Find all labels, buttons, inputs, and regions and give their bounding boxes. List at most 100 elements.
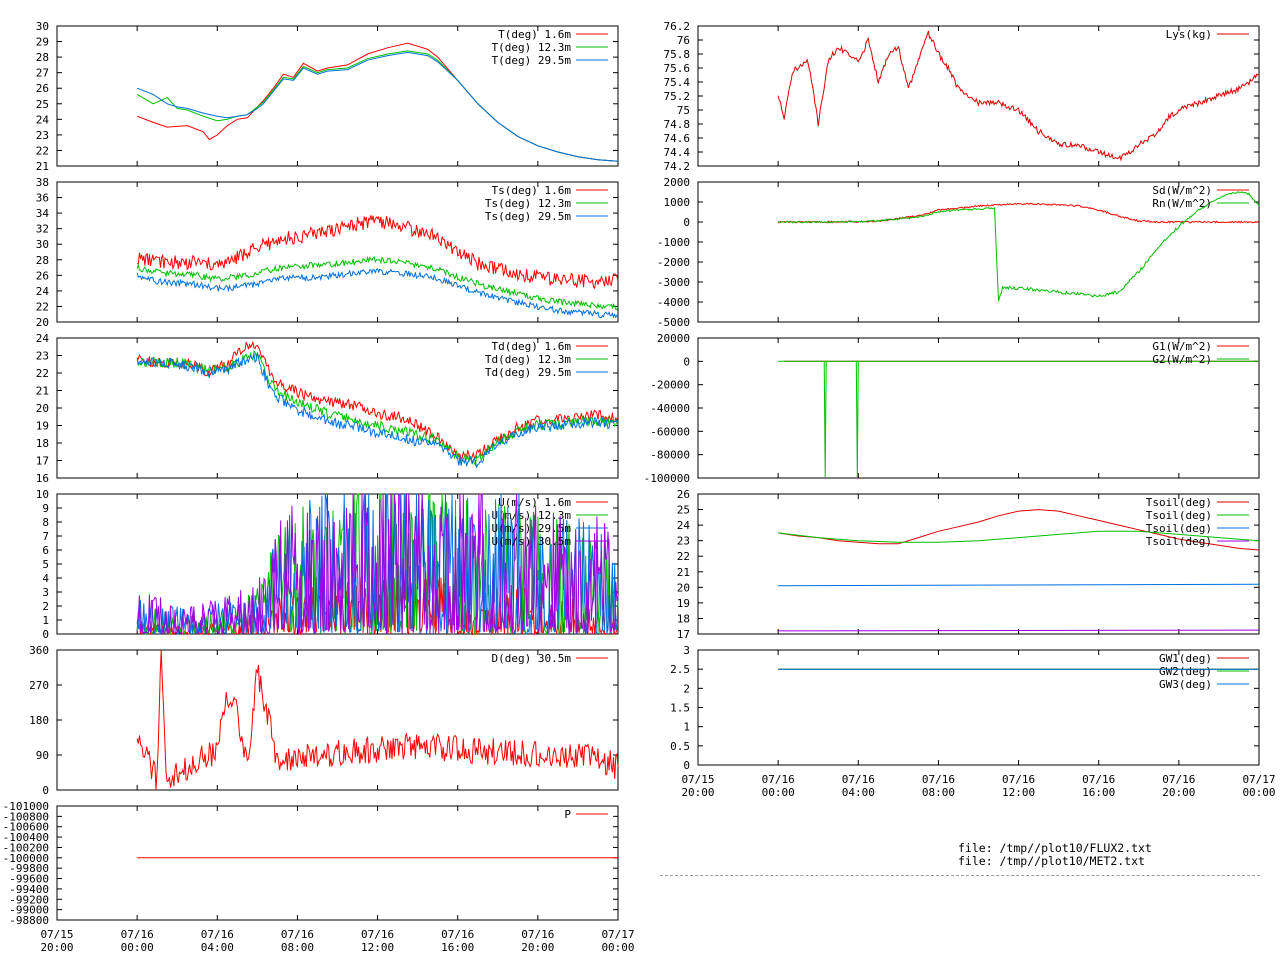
y-tick-label: 74.6 [664, 132, 691, 145]
x-tick-label: 12:00 [361, 941, 394, 954]
series-line [778, 360, 1259, 479]
plot-frame [697, 181, 1260, 323]
y-tick-label: 0 [42, 784, 49, 797]
x-tick-label: 04:00 [842, 786, 875, 799]
x-tick-label: 07/16 [121, 928, 154, 941]
legend-label: U(m/s) 30.5m [492, 535, 572, 548]
series-line [777, 30, 1260, 162]
series-line [136, 351, 619, 469]
x-tick-label: 07/16 [201, 928, 234, 941]
y-tick-label: 26 [677, 488, 690, 501]
y-tick-label: 24 [677, 519, 691, 532]
y-tick-label: -5000 [657, 316, 690, 329]
x-tick-label: 00:00 [601, 941, 634, 954]
y-tick-label: 22 [36, 300, 49, 313]
y-tick-label: -99800 [9, 862, 49, 875]
x-tick-label: 00:00 [121, 941, 154, 954]
y-tick-label: -99000 [9, 904, 49, 917]
x-tick-label: 07/16 [1162, 773, 1195, 786]
y-tick-label: 21 [36, 160, 49, 173]
plot-frame [56, 25, 619, 167]
legend-label: Sd(W/m^2) [1152, 184, 1212, 197]
y-tick-label: -60000 [650, 425, 690, 438]
y-tick-label: 17 [36, 455, 49, 468]
file-notes: file: /tmp//plot10/FLUX2.txt file: /tmp/… [958, 842, 1152, 868]
x-tick-label: 07/16 [842, 773, 875, 786]
y-tick-label: 1.5 [670, 702, 690, 715]
y-tick-label: -100000 [3, 852, 49, 865]
x-tick-label: 00:00 [1242, 786, 1275, 799]
legend-label: GW2(deg) [1159, 665, 1212, 678]
x-tick-label: 07/16 [521, 928, 554, 941]
legend-label: Ts(deg) 1.6m [492, 184, 572, 197]
y-tick-label: 5 [42, 558, 49, 571]
x-tick-label: 16:00 [1082, 786, 1115, 799]
y-tick-label: -100800 [3, 810, 49, 823]
y-tick-label: -20000 [650, 379, 690, 392]
y-tick-label: 23 [677, 535, 690, 548]
y-tick-label: 19 [677, 597, 690, 610]
y-tick-label: 34 [36, 207, 50, 220]
plot-frame [56, 805, 619, 921]
series-line [136, 51, 619, 162]
y-tick-label: -80000 [650, 449, 690, 462]
legend-label: Tsoil(deg) [1146, 535, 1212, 548]
chart-g: -100000 -80000 -60000 -40000 -20000 0 20000 G1(… [644, 332, 1260, 485]
series-line [136, 50, 619, 162]
y-tick-label: 3 [683, 644, 690, 657]
plot-frame [56, 181, 619, 323]
series-line [136, 493, 619, 635]
y-tick-label: 3 [42, 586, 49, 599]
y-tick-label: 6 [42, 544, 49, 557]
x-tick-label: 20:00 [521, 941, 554, 954]
y-tick-label: 20 [36, 316, 49, 329]
x-axis-labels: 07/1520:0007/1600:0007/1604:0007/1608:00… [681, 773, 1275, 799]
legend-label: Td(deg) 12.3m [485, 353, 571, 366]
x-tick-label: 16:00 [441, 941, 474, 954]
series-line [778, 509, 1260, 551]
legend-label: GW3(deg) [1159, 678, 1212, 691]
y-tick-label: 21 [677, 566, 690, 579]
chart-tsoil: 17181920212223242526Tsoil(deg)Tsoil(deg)… [677, 488, 1260, 641]
y-tick-label: 2 [42, 600, 49, 613]
x-tick-label: 07/16 [361, 928, 394, 941]
y-tick-label: 8 [42, 516, 49, 529]
series-line [137, 340, 619, 461]
y-tick-label: 75 [677, 104, 690, 117]
y-tick-label: 20000 [657, 332, 690, 345]
y-tick-label: 24 [36, 285, 50, 298]
y-tick-label: -4000 [657, 296, 690, 309]
y-tick-label: 25 [36, 98, 49, 111]
plot-frame [56, 649, 619, 791]
y-tick-label: 29 [36, 36, 49, 49]
x-tick-label: 04:00 [201, 941, 234, 954]
y-tick-label: 76.2 [664, 20, 691, 33]
y-tick-label: 10 [36, 488, 49, 501]
legend-label: T(deg) 29.5m [492, 54, 572, 67]
y-tick-label: 17 [677, 628, 690, 641]
chart-gw: 0 0.5 1 1.5 2 2.5 3 GW1(deg)GW2(deg)GW3(deg) [670, 644, 1260, 772]
y-tick-label: 74.2 [664, 160, 691, 173]
chart-d: 0 90 180 270 360 D(deg) 30.5m [29, 644, 619, 797]
y-tick-label: -100600 [3, 821, 49, 834]
y-tick-label: 2000 [664, 176, 691, 189]
y-tick-label: 9 [42, 502, 49, 515]
legend-label: T(deg) 12.3m [492, 41, 572, 54]
y-tick-label: 0.5 [670, 740, 690, 753]
x-tick-label: 07/16 [281, 928, 314, 941]
y-tick-label: 24 [36, 332, 50, 345]
series-line [777, 191, 1260, 302]
y-tick-label: 22 [36, 144, 49, 157]
legend-label: Tsoil(deg) [1146, 496, 1212, 509]
series-line [136, 268, 619, 319]
chart-t: 21 22 23 24 25 26 27 28 29 30 T(deg) 1.6mT(deg) 12… [36, 20, 619, 173]
x-axis-labels: 07/1520:0007/1600:0007/1604:0007/1608:00… [40, 928, 634, 954]
y-tick-label: 1 [683, 721, 690, 734]
legend-label: Lys(kg) [1166, 28, 1212, 41]
y-tick-label: 18 [36, 437, 49, 450]
x-tick-label: 07/15 [40, 928, 73, 941]
x-tick-label: 20:00 [40, 941, 73, 954]
x-tick-label: 07/17 [1242, 773, 1275, 786]
legend-label: Ts(deg) 12.3m [485, 197, 571, 210]
